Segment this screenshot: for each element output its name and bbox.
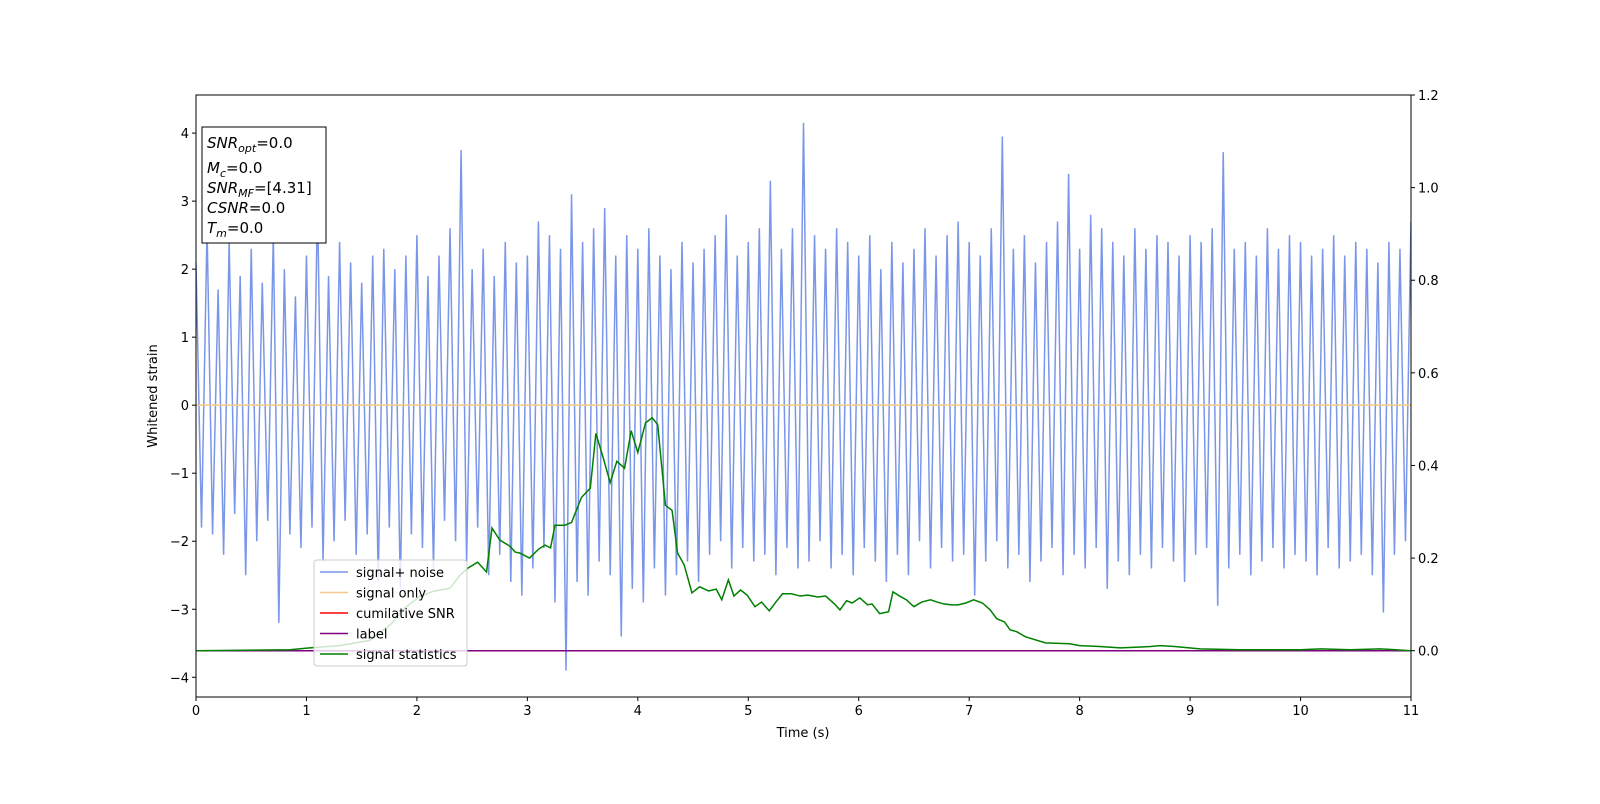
annotation-symbol: M [207,159,220,177]
y-tick-label: 3 [181,195,189,210]
y-tick-label: 2 [181,263,189,278]
x-tick-label: 4 [634,704,642,719]
x-tick-label: 11 [1403,704,1420,719]
annotation-symbol: T [207,219,218,237]
y2-tick-label: 0.4 [1418,459,1439,474]
annotation-symbol: SNR [207,179,238,197]
y-tick-label: 0 [181,399,189,414]
x-tick-label: 2 [413,704,421,719]
legend-label: cumilative SNR [356,607,455,622]
series-line [196,416,1411,652]
annotation-subscript: MF [238,187,254,200]
y2-tick-label: 0.6 [1418,367,1439,382]
y2-tick-label: 0.8 [1418,274,1439,289]
y-tick-label: 1 [181,331,189,346]
annotation-value: =0.0 [227,219,263,237]
annotation-value: =0.0 [249,199,285,217]
plot-frame [195,94,1412,698]
annotation-line: SNRopt=0.0 [207,134,293,155]
annotation-subscript: m [216,227,227,240]
x-tick-label: 5 [744,704,752,719]
y-tick-label: −1 [170,467,189,482]
legend-label: signal statistics [356,648,457,663]
x-tick-label: 1 [302,704,310,719]
annotation-symbol: SNR [207,134,238,152]
y2-tick-label: 1.2 [1418,89,1439,104]
annotation-box [201,126,327,244]
legend-box [313,559,468,667]
annotation-value: =[4.31] [254,179,312,197]
x-tick-label: 6 [855,704,863,719]
annotation-value: =0.0 [256,134,292,152]
y-tick-label: 4 [181,127,189,142]
annotation-line: SNRMF=[4.31] [207,179,312,200]
x-tick-label: 10 [1292,704,1309,719]
annotation-symbol: CSNR [207,199,249,217]
x-tick-label: 0 [192,704,200,719]
x-tick-label: 8 [1075,704,1083,719]
x-tick-label: 3 [523,704,531,719]
annotation-value: =0.0 [226,159,262,177]
x-tick-label: 7 [965,704,973,719]
legend-label: signal+ noise [356,566,444,581]
y2-tick-label: 0.0 [1418,645,1439,660]
annotation-line: CSNR=0.0 [207,199,285,217]
annotation-subscript: opt [238,142,257,155]
y2-tick-label: 1.0 [1418,182,1439,197]
series-line [196,122,1411,671]
y-axis-label: Whitened strain [146,344,161,447]
annotation-line: Mc=0.0 [207,159,262,180]
y2-tick-label: 0.2 [1418,552,1439,567]
x-tick-label: 9 [1186,704,1194,719]
y-tick-label: −2 [170,535,189,550]
annotation-subscript: c [220,167,226,180]
legend-label: signal only [356,587,426,602]
legend-label: label [356,628,387,643]
x-axis-label: Time (s) [776,726,830,741]
y-tick-label: −3 [170,603,189,618]
annotation-line: Tm=0.0 [207,219,263,240]
y-tick-label: −4 [170,671,189,686]
